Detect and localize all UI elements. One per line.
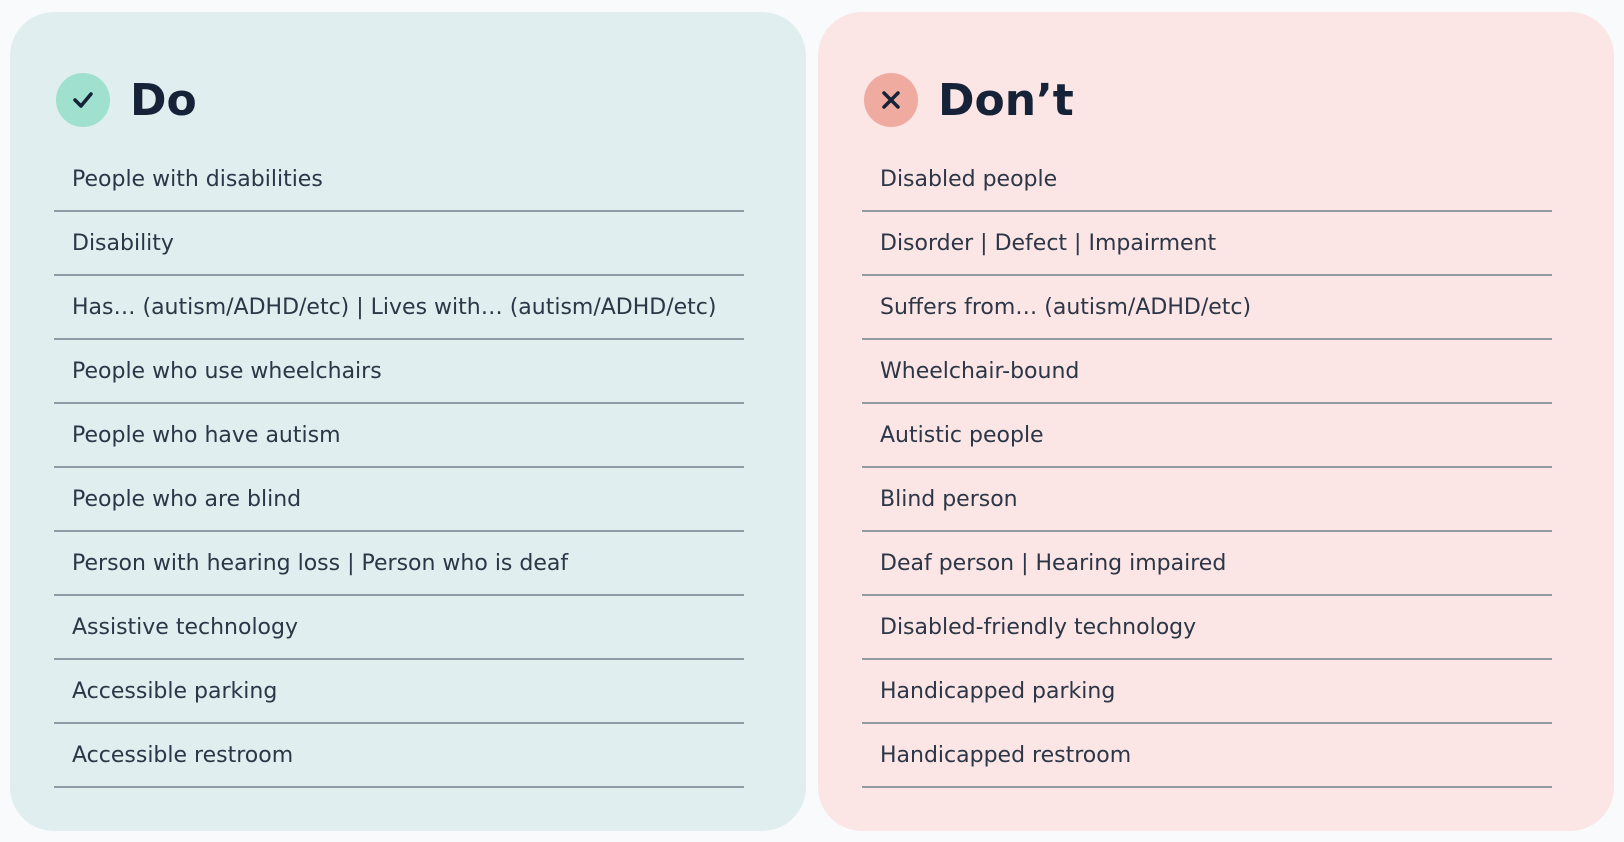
- check-icon: [56, 73, 110, 127]
- term-row: Accessible parking: [54, 660, 744, 724]
- do-header: Do: [56, 73, 197, 127]
- term-row: Disability: [54, 212, 744, 276]
- term-row: People who have autism: [54, 404, 744, 468]
- cross-icon: [864, 73, 918, 127]
- do-panel: Do People with disabilities Disability Has…: [10, 12, 806, 831]
- term-row: Wheelchair-bound: [862, 340, 1552, 404]
- term-row: Disabled people: [862, 148, 1552, 212]
- term-row: Suffers from… (autism/ADHD/etc): [862, 276, 1552, 340]
- dont-panel: Don’t Disabled people Disorder | Defect |…: [818, 12, 1614, 831]
- term-row: Handicapped restroom: [862, 724, 1552, 788]
- term-row: Autistic people: [862, 404, 1552, 468]
- term-row: Disabled-friendly technology: [862, 596, 1552, 660]
- do-list: People with disabilities Disability Has… (…: [54, 148, 744, 788]
- term-row: Person with hearing loss | Person who is…: [54, 532, 744, 596]
- term-row: Disorder | Defect | Impairment: [862, 212, 1552, 276]
- term-row: Has… (autism/ADHD/etc) | Lives with… (au…: [54, 276, 744, 340]
- term-row: Accessible restroom: [54, 724, 744, 788]
- dont-title: Don’t: [938, 74, 1074, 126]
- check-mark: [73, 92, 93, 108]
- term-row: People with disabilities: [54, 148, 744, 212]
- dont-list: Disabled people Disorder | Defect | Impai…: [862, 148, 1552, 788]
- term-row: Blind person: [862, 468, 1552, 532]
- term-row: People who use wheelchairs: [54, 340, 744, 404]
- term-row: Assistive technology: [54, 596, 744, 660]
- term-row: People who are blind: [54, 468, 744, 532]
- dont-header: Don’t: [864, 73, 1074, 127]
- cross-mark: [882, 91, 900, 109]
- term-row: Deaf person | Hearing impaired: [862, 532, 1552, 596]
- do-title: Do: [130, 74, 197, 126]
- term-row: Handicapped parking: [862, 660, 1552, 724]
